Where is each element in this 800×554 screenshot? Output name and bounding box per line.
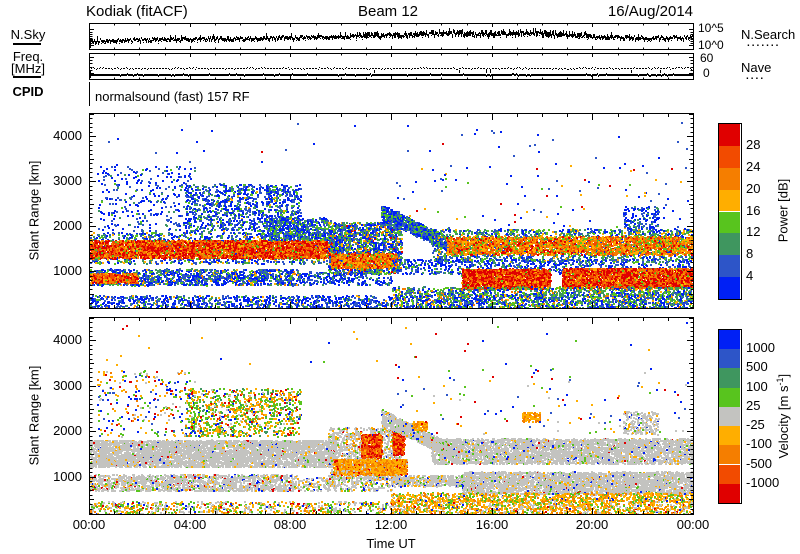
y-tick-label: 3000 <box>53 378 82 393</box>
colorbar-tick-label: -25 <box>746 417 765 432</box>
colorbar-segment <box>719 277 740 299</box>
y-tick-label: 4000 <box>53 332 82 347</box>
freq-label-line2: [MHz] <box>11 61 45 76</box>
y-tick-label: 1000 <box>53 469 82 484</box>
colorbar-segment <box>719 189 740 212</box>
beam-title: Beam 12 <box>357 3 419 20</box>
colorbar-segment <box>719 426 740 446</box>
colorbar-segment <box>719 349 740 369</box>
nsky-solid-line-sample <box>13 43 41 45</box>
power-rti-panel <box>89 113 694 309</box>
freq-scale-bottom: 0 <box>703 66 710 80</box>
colorbar-tick-label: 1000 <box>746 340 775 355</box>
colorbar-tick-label: 100 <box>746 379 768 394</box>
colorbar-segment <box>719 483 740 503</box>
colorbar-tick-label: 16 <box>746 203 761 218</box>
x-tick-label: 04:00 <box>173 517 207 532</box>
colorbar-segment <box>719 211 740 234</box>
nave-dotted-line-sample: .... <box>746 71 766 82</box>
colorbar-segment <box>719 387 740 407</box>
colorbar-segment <box>719 330 740 350</box>
velocity-rti-panel <box>89 317 694 515</box>
nsky-scale-top: 10^5 <box>698 21 724 35</box>
y-tick-label: 2000 <box>53 218 82 233</box>
nsearch-label: N.Search <box>741 27 796 42</box>
colorbar-frame <box>718 123 742 300</box>
cpid-value: normalsound (fast) 157 RF <box>95 89 250 104</box>
colorbar-segment <box>719 368 740 388</box>
colorbar-segment <box>719 445 740 465</box>
y-tick-label: 3000 <box>53 173 82 188</box>
x-tick-label: 20:00 <box>575 517 609 532</box>
colorbar-tick-label: 28 <box>746 137 761 152</box>
noise-sky-panel <box>89 23 694 50</box>
nsearch-dotted-line-sample: ....... <box>747 38 781 49</box>
colorbar-segment <box>719 124 740 146</box>
velocity-title-end: ] <box>776 373 792 378</box>
colorbar-segment <box>719 233 740 256</box>
x-tick-label: 16:00 <box>475 517 509 532</box>
freq-scale-top: 60 <box>700 51 714 65</box>
power-y-axis-title: Slant Range [km] <box>26 160 42 261</box>
colorbar-tick-label: -500 <box>746 456 773 471</box>
velocity-y-axis-title: Slant Range [km] <box>26 365 42 466</box>
colorbar-frame <box>718 329 742 504</box>
colorbar-tick-label: 8 <box>746 246 754 261</box>
nave-label: Nave <box>741 60 772 75</box>
colorbar-segment <box>719 167 740 190</box>
colorbar-segment <box>719 255 740 278</box>
colorbar-segment <box>719 406 740 427</box>
colorbar-segment <box>719 464 740 484</box>
freq-label-line1: Freq. <box>12 49 44 64</box>
colorbar-tick-label: -100 <box>746 436 773 451</box>
velocity-title-sup: -1 <box>774 377 785 386</box>
colorbar-tick-label: 500 <box>746 359 768 374</box>
cpid-label: CPID <box>12 84 44 99</box>
x-tick-label: 00:00 <box>676 517 710 532</box>
colorbar-tick-label: 12 <box>746 224 761 239</box>
y-tick-label: 4000 <box>53 128 82 143</box>
y-tick-label: 1000 <box>53 263 82 278</box>
x-tick-label: 08:00 <box>273 517 307 532</box>
velocity-colorbar-title: Velocity [m s-1] <box>775 346 791 486</box>
freq-solid-line-sample <box>13 76 41 78</box>
radar-title: Kodiak (fitACF) <box>86 3 188 20</box>
y-tick-label: 2000 <box>53 423 82 438</box>
colorbar-tick-label: 25 <box>746 398 761 413</box>
date-title: 16/Aug/2014 <box>607 3 693 20</box>
colorbar-tick-label: 20 <box>746 181 761 196</box>
colorbar-tick-label: -1000 <box>746 475 780 490</box>
nsky-scale-bottom: 10^0 <box>698 38 724 52</box>
colorbar-segment <box>719 145 740 168</box>
power-colorbar-title: Power [dB] <box>775 178 791 243</box>
colorbar-tick-label: 4 <box>746 268 754 283</box>
colorbar-tick-label: 24 <box>746 159 761 174</box>
x-tick-label: 00:00 <box>72 517 106 532</box>
cpid-axis-tick <box>89 82 90 106</box>
nsky-label: N.Sky <box>10 27 46 42</box>
frequency-panel <box>89 53 694 80</box>
x-tick-label: 12:00 <box>374 517 408 532</box>
velocity-title-text: Velocity [m s <box>776 385 792 459</box>
x-axis-title: Time UT <box>366 536 416 551</box>
